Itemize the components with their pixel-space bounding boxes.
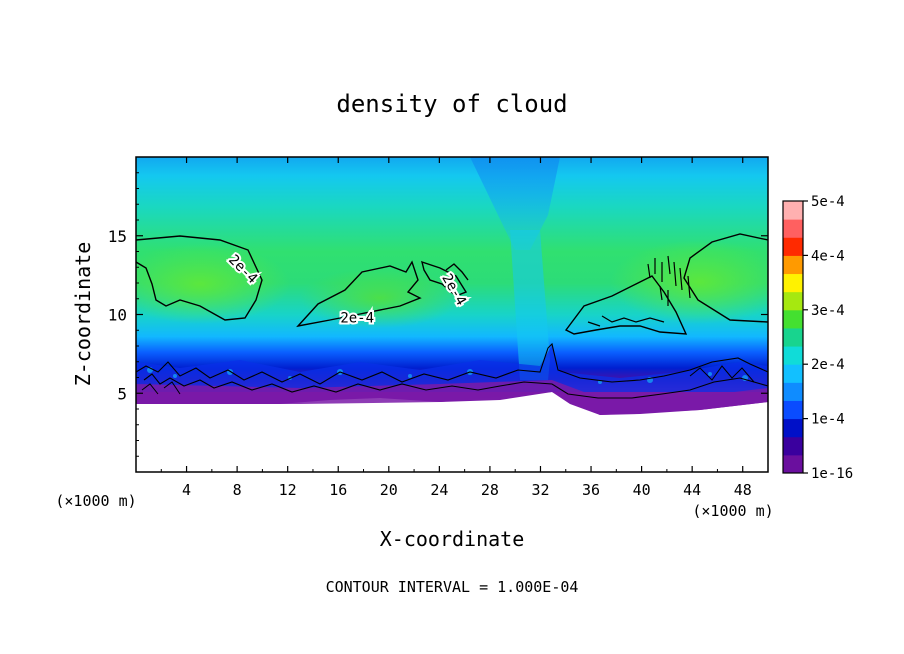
colorbar-frame <box>782 200 804 474</box>
contour-lines <box>136 233 768 399</box>
y-axis-label: Z-coordinate <box>71 242 95 387</box>
contour-label: 2e-4 <box>340 311 374 327</box>
contour-line-right <box>683 233 768 323</box>
colorbar: 5e-4 4e-4 3e-4 2e-4 1e-4 1e-16 <box>782 194 853 482</box>
x-tick-label: 16 <box>329 481 347 499</box>
colorbar-band <box>783 273 803 293</box>
x-tick-label: 12 <box>279 481 297 499</box>
heatmap-field <box>136 157 768 472</box>
x-axis-unit-right: (×1000 m) <box>692 502 773 520</box>
x-tick-label: 20 <box>380 481 398 499</box>
colorbar-band <box>783 382 803 401</box>
colorbar-tick-label: 1e-16 <box>811 466 853 482</box>
y-tick-label: 15 <box>108 227 127 246</box>
x-tick-label: 44 <box>683 481 701 499</box>
x-tick-label: 24 <box>430 481 448 499</box>
colorbar-band <box>783 237 803 256</box>
x-tick-label: 4 <box>182 481 191 499</box>
x-tick-label: 28 <box>481 481 499 499</box>
colorbar-band <box>783 327 803 347</box>
colorbar-tick-label: 5e-4 <box>811 194 845 210</box>
contour-interval-note: CONTOUR INTERVAL = 1.000E-04 <box>326 578 579 596</box>
x-tick-label: 36 <box>582 481 600 499</box>
y-tick-label: 5 <box>117 384 127 403</box>
colorbar-band <box>783 291 803 311</box>
colorbar-band <box>783 454 803 474</box>
x-tick-label: 48 <box>734 481 752 499</box>
y-tick-label: 10 <box>108 306 127 325</box>
chart-title: density of cloud <box>336 90 567 118</box>
x-tick-label: 32 <box>531 481 549 499</box>
colorbar-tick-label: 3e-4 <box>811 303 845 319</box>
colorbar-band <box>783 255 803 275</box>
colorbar-tick-label: 1e-4 <box>811 412 845 428</box>
colorbar-tick-label: 2e-4 <box>811 357 845 373</box>
contour-line-middle <box>296 260 422 328</box>
x-axis-label: X-coordinate <box>380 527 525 551</box>
x-tick-label: 8 <box>233 481 242 499</box>
colorbar-band <box>783 219 803 238</box>
contour-line-left <box>136 235 263 321</box>
cloud-free-region <box>136 392 768 472</box>
colorbar-band <box>783 436 803 456</box>
x-axis-unit-left: (×1000 m) <box>55 492 136 510</box>
colorbar-band <box>783 201 803 220</box>
y-axis: 5 10 15 <box>108 172 768 457</box>
colorbar-band <box>783 309 803 329</box>
colorbar-band <box>783 346 803 365</box>
x-tick-label: 40 <box>633 481 651 499</box>
colorbar-band <box>783 364 803 383</box>
colorbar-band <box>783 418 803 438</box>
colorbar-tick-label: 4e-4 <box>811 248 845 264</box>
colorbar-band <box>783 400 803 420</box>
x-axis: 4 8 12 16 20 24 28 32 36 40 44 48 <box>160 157 752 499</box>
